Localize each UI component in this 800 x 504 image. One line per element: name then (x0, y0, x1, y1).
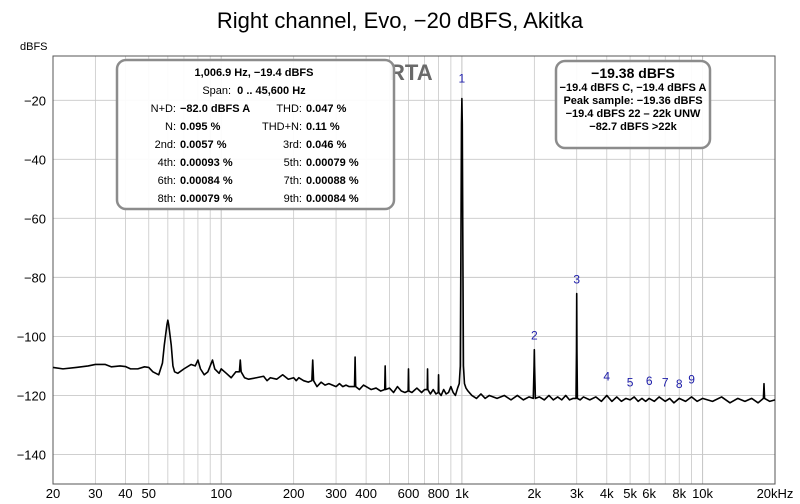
harmonic-marker: 2 (531, 328, 538, 342)
x-tick-label: 30 (88, 486, 102, 501)
y-tick-label: −140 (17, 447, 46, 462)
level-line-1: −19.4 dBFS C, −19.4 dBFS A (560, 82, 707, 94)
harmonic-marker: 8 (676, 377, 683, 391)
stat-right-value: 0.00084 % (306, 193, 359, 205)
stat-left-value: 0.00079 % (180, 193, 233, 205)
x-tick-label: 4k (600, 486, 614, 501)
y-tick-label: −120 (17, 388, 46, 403)
x-tick-label: 600 (398, 486, 420, 501)
stat-right-value: 0.00079 % (306, 157, 359, 169)
stat-right-label: 3rd: (283, 139, 302, 151)
x-tick-label: 40 (118, 486, 132, 501)
x-tick-label: 8k (672, 486, 686, 501)
harmonic-marker: 9 (688, 373, 695, 387)
level-box-frame (554, 59, 712, 150)
stat-left-value: 0.00093 % (180, 157, 233, 169)
stat-right-label: THD+N: (262, 121, 302, 133)
stat-right-value: 0.046 % (306, 139, 347, 151)
harmonic-marker: 4 (603, 370, 610, 384)
x-tick-label: 400 (355, 486, 377, 501)
stat-left-value: −82.0 dBFS A (180, 103, 250, 115)
level-line-3: −19.4 dBFS 22 – 22k UNW (566, 108, 701, 120)
stats-box-frame (115, 58, 396, 211)
x-tick-label: 800 (428, 486, 450, 501)
spectrum-trace (52, 97, 776, 404)
stat-left-label: N+D: (151, 103, 176, 115)
x-tick-label: 3k (570, 486, 584, 501)
y-tick-label: −40 (24, 152, 46, 167)
stat-left-label: N: (165, 121, 176, 133)
stat-right-label: 7th: (284, 175, 302, 187)
x-tick-label: 20kHz (757, 486, 794, 501)
chart-title: Right channel, Evo, −20 dBFS, Akitka (217, 8, 584, 33)
y-tick-label: −60 (24, 211, 46, 226)
stat-left-value: 0.00084 % (180, 175, 233, 187)
stats-box-span: Span: 0 .. 45,600 Hz (202, 85, 306, 97)
stat-left-value: 0.0057 % (180, 139, 227, 151)
stat-right-label: THD: (276, 103, 302, 115)
x-tick-label: 100 (210, 486, 232, 501)
harmonic-marker: 1 (459, 72, 466, 86)
harmonic-marker: 5 (627, 376, 634, 390)
stats-rows: N+D: −82.0 dBFS A THD: 0.047 % N: 0.095 % THD+… (151, 103, 359, 205)
stat-left-label: 8th: (158, 193, 176, 205)
span-label: Span: (202, 85, 231, 97)
stats-box: 1,006.9 Hz, −19.4 dBFS Span: 0 .. 45,600… (115, 58, 396, 211)
x-tick-label: 2k (527, 486, 541, 501)
harmonic-markers: 1 2 3 4 5 6 7 8 9 (459, 72, 696, 392)
level-line-2: Peak sample: −19.36 dBFS (563, 95, 702, 107)
stat-right-label: 9th: (284, 193, 302, 205)
y-tick-label: −20 (24, 93, 46, 108)
harmonic-marker: 3 (573, 272, 580, 286)
x-tick-label: 1k (455, 486, 469, 501)
stat-right-label: 5th: (284, 157, 302, 169)
level-box: −19.38 dBFS −19.4 dBFS C, −19.4 dBFS A P… (554, 59, 712, 150)
stat-right-value: 0.11 % (306, 121, 340, 133)
stat-left-label: 4th: (158, 157, 176, 169)
x-tick-label: 200 (283, 486, 305, 501)
level-line-4: −82.7 dBFS >22k (589, 121, 677, 133)
stat-right-value: 0.047 % (306, 103, 347, 115)
x-tick-labels: 20 30 40 50 100 200 300 400 600 800 1k 2k 3k 4k 5k 6k 8k… (46, 486, 794, 501)
x-tick-label: 300 (325, 486, 347, 501)
y-axis-unit-label: dBFS (20, 41, 48, 53)
stat-left-label: 6th: (158, 175, 176, 187)
x-tick-label: 10k (692, 486, 713, 501)
span-value: 0 .. 45,600 Hz (237, 85, 306, 97)
stat-right-value: 0.00088 % (306, 175, 359, 187)
level-main-value: −19.38 dBFS (591, 65, 675, 81)
x-tick-label: 6k (642, 486, 656, 501)
y-tick-label: −80 (24, 270, 46, 285)
stat-left-label: 2nd: (155, 139, 176, 151)
stat-left-value: 0.095 % (180, 121, 221, 133)
plot-area-frame (52, 55, 776, 485)
y-tick-label: −100 (17, 329, 46, 344)
x-tick-label: 50 (142, 486, 156, 501)
harmonic-marker: 7 (662, 376, 669, 390)
x-tick-label: 20 (46, 486, 60, 501)
harmonic-marker: 6 (646, 374, 653, 388)
stats-box-header: 1,006.9 Hz, −19.4 dBFS (195, 67, 314, 79)
y-tick-labels: −20 −40 −60 −80 −100 −120 −140 (17, 93, 46, 462)
x-tick-label: 5k (623, 486, 637, 501)
rta-label: RTA (389, 60, 433, 85)
